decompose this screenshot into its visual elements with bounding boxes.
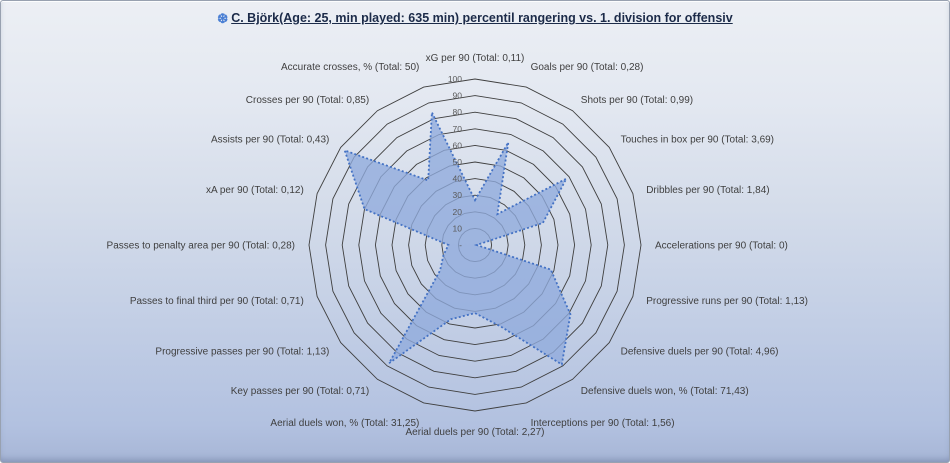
chart-title: C. Björk(Age: 25, min played: 635 min) p…: [231, 11, 733, 25]
category-label: Passes to penalty area per 90 (Total: 0,…: [107, 241, 295, 252]
category-label: Assists per 90 (Total: 0,43): [211, 135, 329, 146]
category-label: Interceptions per 90 (Total: 1,56): [531, 418, 675, 429]
category-label: Aerial duels won, % (Total: 31,25): [270, 418, 419, 429]
category-label: xG per 90 (Total: 0,11): [426, 53, 525, 64]
category-label: Goals per 90 (Total: 0,28): [531, 62, 644, 73]
grid-ring: [308, 78, 642, 412]
category-label: Touches in box per 90 (Total: 3,69): [621, 135, 774, 146]
grid-ring: [325, 95, 625, 395]
category-label: xA per 90 (Total: 0,12): [206, 185, 304, 196]
category-label: Accelerations per 90 (Total: 0): [655, 241, 788, 252]
category-label: Accurate crosses, % (Total: 50): [281, 62, 419, 73]
category-label: Shots per 90 (Total: 0,99): [581, 95, 693, 106]
axis-tick-label: 70: [453, 124, 463, 134]
category-label: Crosses per 90 (Total: 0,85): [246, 95, 369, 106]
axis-tick-label: 50: [453, 157, 463, 167]
snowflake-icon: ❆: [217, 11, 229, 26]
axis-tick-label: 100: [448, 74, 462, 84]
axis-tick-label: -: [459, 240, 462, 250]
category-label: Dribbles per 90 (Total: 1,84): [646, 185, 769, 196]
axis-tick-label: 80: [453, 107, 463, 117]
category-label: Progressive passes per 90 (Total: 1,13): [155, 346, 329, 357]
category-label: Progressive runs per 90 (Total: 1,13): [646, 296, 808, 307]
category-label: Passes to final third per 90 (Total: 0,7…: [130, 296, 304, 307]
axis-tick-label: 40: [453, 174, 463, 184]
axis-tick-label: 90: [453, 91, 463, 101]
radar-series-polygon: [343, 108, 572, 366]
chart-title-bar: ❆ C. Björk(Age: 25, min played: 635 min) …: [1, 9, 949, 27]
category-label: Defensive duels per 90 (Total: 4,96): [621, 346, 779, 357]
axis-tick-label: 10: [453, 223, 463, 233]
axis-tick-label: 60: [453, 140, 463, 150]
category-label: Defensive duels won, % (Total: 71,43): [581, 386, 749, 397]
category-label: Key passes per 90 (Total: 0,71): [231, 386, 369, 397]
axis-tick-label: 20: [453, 207, 463, 217]
category-label: Aerial duels per 90 (Total: 2,27): [406, 427, 545, 438]
axis-tick-label: 30: [453, 190, 463, 200]
